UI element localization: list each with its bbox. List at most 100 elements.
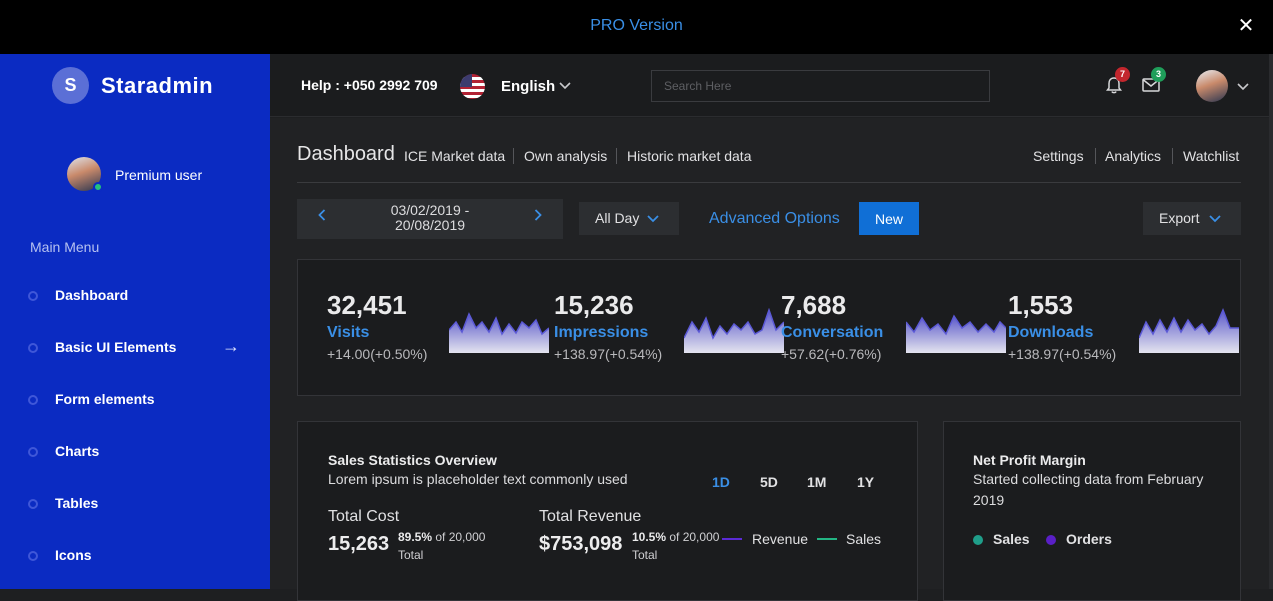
arrow-right-icon: →	[222, 336, 240, 356]
legend-dot-sales	[973, 535, 983, 545]
circle-bullet-icon	[28, 343, 38, 353]
stat-value: 32,451	[327, 290, 407, 320]
language-selector[interactable]: English	[501, 78, 556, 95]
analytics-link[interactable]: Analytics	[1105, 148, 1162, 164]
divider	[1172, 148, 1173, 164]
chevron-down-icon[interactable]	[559, 81, 571, 93]
circle-bullet-icon	[28, 551, 38, 561]
stat-value: 1,553	[1008, 290, 1074, 320]
sidebar-item-label: Tables	[55, 495, 99, 511]
date-range-picker[interactable]: 03/02/2019 - 20/08/2019	[297, 199, 563, 239]
watchlist-link[interactable]: Watchlist	[1183, 148, 1240, 164]
legend-swatch-revenue	[722, 538, 742, 540]
export-dropdown[interactable]: Export	[1143, 202, 1241, 235]
scrollbar[interactable]	[1269, 54, 1273, 589]
stat-change: +14.00(+0.50%)	[327, 346, 428, 362]
brand-name[interactable]: Staradmin	[101, 73, 214, 98]
page-title: Dashboard	[297, 143, 395, 165]
stat-value: 15,236	[554, 290, 634, 320]
sparkline-conversation	[906, 314, 1006, 353]
divider	[513, 148, 514, 164]
legend-label-sales: Sales	[993, 531, 1030, 547]
card-subtitle: Lorem ipsum is placeholder text commonly…	[328, 471, 628, 487]
total-revenue-total: Total	[632, 548, 658, 562]
sidebar-item-icons[interactable]: Icons	[28, 544, 250, 568]
legend-dot-orders	[1046, 535, 1056, 545]
main-content: Dashboard ICE Market data Own analysis H…	[270, 118, 1269, 601]
user-avatar[interactable]	[67, 157, 103, 192]
total-cost-percent: 89.5% of 20,000	[398, 530, 486, 544]
sidebar-item-label: Form elements	[55, 391, 155, 407]
legend-swatch-sales	[817, 538, 837, 540]
menu-section-title: Main Menu	[30, 239, 100, 255]
sparkline-visits	[449, 312, 549, 353]
sidebar-item-label: Basic UI Elements	[55, 339, 177, 355]
chevron-down-icon[interactable]	[1237, 82, 1249, 94]
total-revenue-value: $753,098	[539, 533, 623, 555]
date-range-start: 03/02/2019 -	[390, 202, 470, 218]
card-title: Net Profit Margin	[973, 452, 1086, 468]
sidebar-item-label: Charts	[55, 443, 100, 459]
date-range-end: 20/08/2019	[394, 217, 466, 233]
range-1d-button[interactable]: 1D	[712, 474, 730, 490]
subtitle-line: Started collecting data from February	[973, 471, 1204, 487]
close-icon[interactable]: ✕	[1237, 15, 1255, 37]
sidebar: S Staradmin Premium user Main Menu Dashb…	[0, 54, 270, 589]
date-range-text: 03/02/2019 - 20/08/2019	[357, 203, 503, 233]
sparkline-downloads	[1139, 308, 1239, 353]
legend-label-orders: Orders	[1066, 531, 1112, 547]
settings-link[interactable]: Settings	[1033, 148, 1084, 164]
sidebar-item-charts[interactable]: Charts	[28, 440, 250, 464]
range-1m-button[interactable]: 1M	[807, 474, 827, 490]
online-status-icon	[93, 182, 103, 192]
search-input[interactable]	[651, 70, 990, 102]
period-dropdown[interactable]: All Day	[579, 202, 679, 235]
breadcrumb-link-historic[interactable]: Historic market data	[627, 148, 752, 164]
stats-card: 32,451 Visits +14.00(+0.50%) 15,236 Impr…	[297, 259, 1241, 396]
logo-icon[interactable]: S	[52, 67, 89, 104]
sidebar-item-label: Dashboard	[55, 287, 129, 303]
stat-label: Downloads	[1008, 324, 1094, 341]
stat-label: Conversation	[781, 324, 884, 341]
circle-bullet-icon	[28, 291, 38, 301]
stat-change: +138.97(+0.54%)	[554, 346, 663, 362]
profile-avatar[interactable]	[1196, 70, 1228, 102]
chevron-down-icon	[647, 214, 659, 226]
total-cost-total: Total	[398, 548, 424, 562]
card-subtitle: Started collecting data from February 20…	[973, 469, 1203, 511]
mail-icon[interactable]	[1142, 78, 1160, 97]
new-button[interactable]: New	[859, 202, 919, 235]
advanced-options-link[interactable]: Advanced Options	[709, 210, 840, 227]
total-cost-label: Total Cost	[328, 508, 400, 525]
messages-badge: 3	[1151, 67, 1166, 82]
top-header: Help : +050 2992 709 English 7 3	[270, 54, 1269, 117]
sidebar-item-basic-ui[interactable]: Basic UI Elements →	[28, 336, 250, 360]
stat-value: 7,688	[781, 290, 847, 320]
range-1y-button[interactable]: 1Y	[857, 474, 875, 490]
pro-banner: PRO Version ✕	[0, 0, 1273, 54]
stat-change: +57.62(+0.76%)	[781, 346, 882, 362]
divider	[616, 148, 617, 164]
net-profit-card: Net Profit Margin Started collecting dat…	[943, 421, 1241, 601]
circle-bullet-icon	[28, 395, 38, 405]
range-5d-button[interactable]: 5D	[760, 474, 778, 490]
total-revenue-percent: 10.5% of 20,000	[632, 530, 720, 544]
sparkline-impressions	[684, 308, 784, 353]
chevron-left-icon[interactable]	[318, 208, 326, 226]
chevron-right-icon[interactable]	[534, 208, 542, 226]
legend-label-sales: Sales	[846, 531, 882, 547]
us-flag-icon[interactable]	[460, 74, 485, 99]
sidebar-item-dashboard[interactable]: Dashboard	[28, 284, 250, 308]
notifications-badge: 7	[1115, 67, 1130, 82]
period-value: All Day	[595, 210, 640, 226]
pro-version-link[interactable]: PRO Version	[590, 17, 683, 34]
legend-label-revenue: Revenue	[752, 531, 809, 547]
divider	[297, 182, 1241, 183]
breadcrumb-link-ice[interactable]: ICE Market data	[404, 148, 506, 164]
sidebar-item-form-elements[interactable]: Form elements	[28, 388, 250, 412]
sidebar-item-label: Icons	[55, 547, 92, 563]
breadcrumb-link-own-analysis[interactable]: Own analysis	[524, 148, 608, 164]
subtitle-line: 2019	[973, 492, 1005, 508]
sidebar-item-tables[interactable]: Tables	[28, 492, 250, 516]
help-phone: Help : +050 2992 709	[301, 77, 438, 93]
